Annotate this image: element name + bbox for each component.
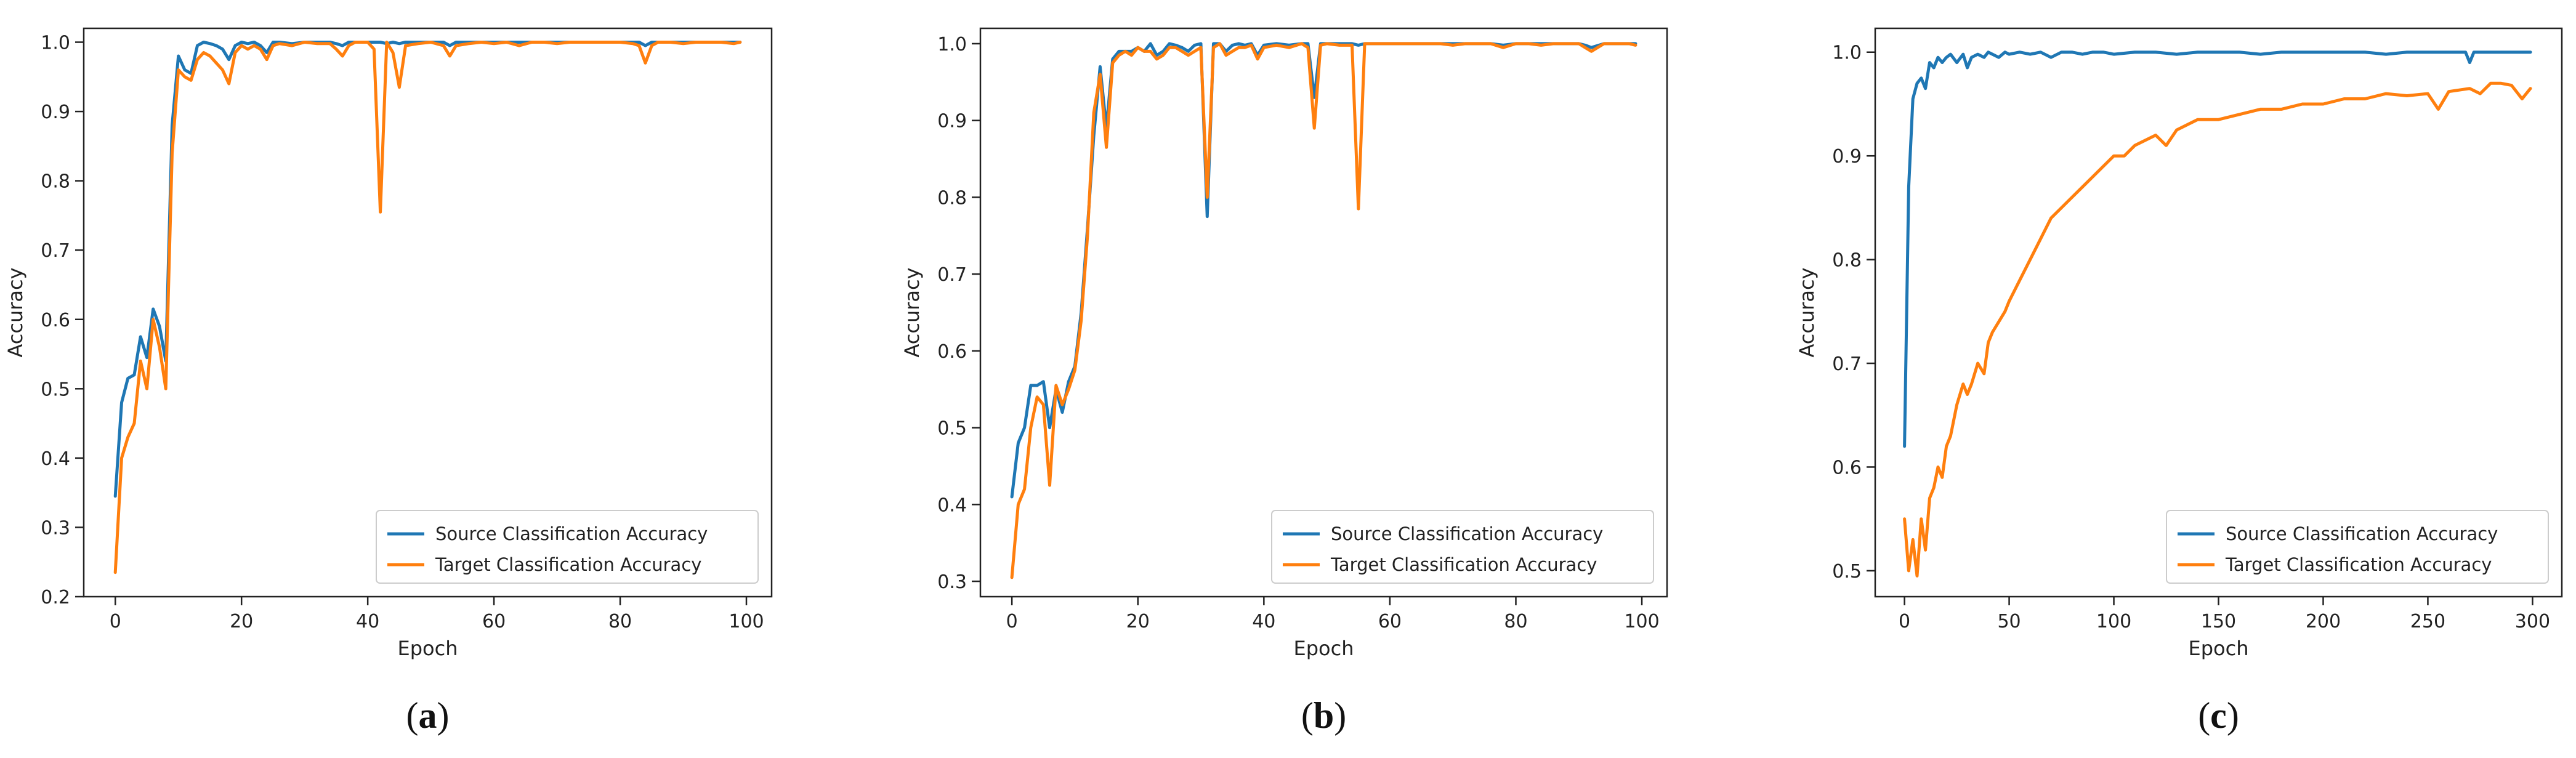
y-axis-label: Accuracy bbox=[900, 267, 924, 357]
x-tick-label: 0 bbox=[110, 611, 121, 632]
x-tick-label: 300 bbox=[2515, 611, 2550, 632]
legend: Source Classification Accuracy Target Cla… bbox=[376, 510, 759, 584]
y-tick-label: 0.8 bbox=[41, 171, 70, 193]
x-tick-label: 40 bbox=[356, 611, 379, 632]
series-line-source bbox=[1010, 42, 1637, 499]
legend-box bbox=[2166, 510, 2549, 584]
x-axis-label: Epoch bbox=[398, 637, 458, 660]
y-tick-label: 0.3 bbox=[41, 517, 70, 539]
y-tick-label: 1.0 bbox=[41, 33, 70, 54]
y-tick-label: 0.9 bbox=[1832, 146, 1862, 167]
y-tick-label: 0.6 bbox=[1832, 457, 1862, 478]
legend-entry-target: Target Classification Accuracy bbox=[435, 554, 701, 575]
y-tick-label: 0.7 bbox=[1832, 353, 1862, 375]
x-tick-label: 80 bbox=[608, 611, 632, 632]
chart-panel-b: 0 20 40 60 80 100 0.3 0.4 0.5 0.6 0.7 0.8 0.9 1.0 Epoc… bbox=[900, 27, 1668, 736]
legend-entry-target: Target Classification Accuracy bbox=[1330, 554, 1597, 575]
plot-frame bbox=[83, 27, 773, 598]
panel-label: (a) bbox=[406, 695, 450, 736]
x-tick-label: 60 bbox=[1378, 611, 1402, 632]
y-tick-label: 0.7 bbox=[41, 240, 70, 262]
panel-label: (c) bbox=[2198, 695, 2239, 736]
y-tick-label: 0.5 bbox=[1832, 561, 1862, 583]
x-tick-label: 60 bbox=[482, 611, 506, 632]
legend-entry-target: Target Classification Accuracy bbox=[2225, 554, 2492, 575]
y-tick-label: 0.5 bbox=[937, 418, 967, 440]
plot-frame bbox=[979, 27, 1668, 598]
x-tick-label: 0 bbox=[1006, 611, 1018, 632]
y-axis-label: Accuracy bbox=[4, 267, 27, 357]
series-line-target bbox=[1903, 81, 2532, 578]
x-tick-label: 150 bbox=[2201, 611, 2236, 632]
y-axis-label: Accuracy bbox=[1795, 267, 1819, 357]
x-tick-label: 40 bbox=[1252, 611, 1275, 632]
legend-entry-source: Source Classification Accuracy bbox=[2226, 523, 2498, 544]
legend: Source Classification Accuracy Target Cla… bbox=[1271, 510, 1654, 584]
y-tick-label: 0.8 bbox=[937, 187, 967, 209]
x-axis-label: Epoch bbox=[1294, 637, 1354, 660]
y-tick-label: 0.6 bbox=[41, 310, 70, 331]
y-tick-label: 0.5 bbox=[41, 379, 70, 400]
x-tick-label: 250 bbox=[2410, 611, 2445, 632]
y-tick-label: 0.7 bbox=[937, 264, 967, 286]
legend-box bbox=[376, 510, 759, 584]
y-tick-label: 0.6 bbox=[937, 341, 967, 363]
chart-panel-c: 0 50 100 150 200 250 300 0.5 0.6 0.7 0.8 0.9 1.0 Epoc… bbox=[1795, 27, 2563, 736]
x-tick-label: 100 bbox=[729, 611, 764, 632]
y-tick-label: 0.4 bbox=[937, 494, 967, 516]
y-tick-label: 0.3 bbox=[937, 571, 967, 593]
x-tick-label: 100 bbox=[1624, 611, 1659, 632]
x-tick-label: 0 bbox=[1899, 611, 1910, 632]
y-tick-label: 0.9 bbox=[41, 102, 70, 123]
chart-panel-a: 0 20 40 60 80 100 0.2 0.3 0.4 0.5 0.6 0.7 0.8 0.9 1.0 E… bbox=[4, 27, 773, 736]
series-line-target bbox=[113, 41, 742, 575]
y-tick-label: 0.9 bbox=[937, 111, 967, 132]
legend: Source Classification Accuracy Target Cla… bbox=[2166, 510, 2549, 584]
y-tick-label: 0.2 bbox=[41, 587, 70, 608]
x-tick-label: 200 bbox=[2306, 611, 2341, 632]
series-line-source bbox=[1903, 50, 2532, 448]
x-tick-label: 100 bbox=[2096, 611, 2131, 632]
x-tick-label: 20 bbox=[1126, 611, 1150, 632]
x-tick-label: 50 bbox=[1997, 611, 2021, 632]
x-axis-label: Epoch bbox=[2189, 637, 2249, 660]
x-tick-label: 20 bbox=[230, 611, 253, 632]
y-tick-label: 0.8 bbox=[1832, 250, 1862, 272]
legend-entry-source: Source Classification Accuracy bbox=[1331, 523, 1603, 544]
y-tick-label: 1.0 bbox=[937, 34, 967, 55]
x-tick-label: 80 bbox=[1504, 611, 1527, 632]
series-line-target bbox=[1010, 42, 1637, 579]
series-line-source bbox=[113, 41, 742, 498]
y-tick-label: 1.0 bbox=[1832, 42, 1862, 64]
legend-box bbox=[1271, 510, 1654, 584]
legend-entry-source: Source Classification Accuracy bbox=[435, 523, 708, 544]
panel-label: (b) bbox=[1301, 695, 1346, 736]
y-tick-label: 0.4 bbox=[41, 448, 70, 470]
